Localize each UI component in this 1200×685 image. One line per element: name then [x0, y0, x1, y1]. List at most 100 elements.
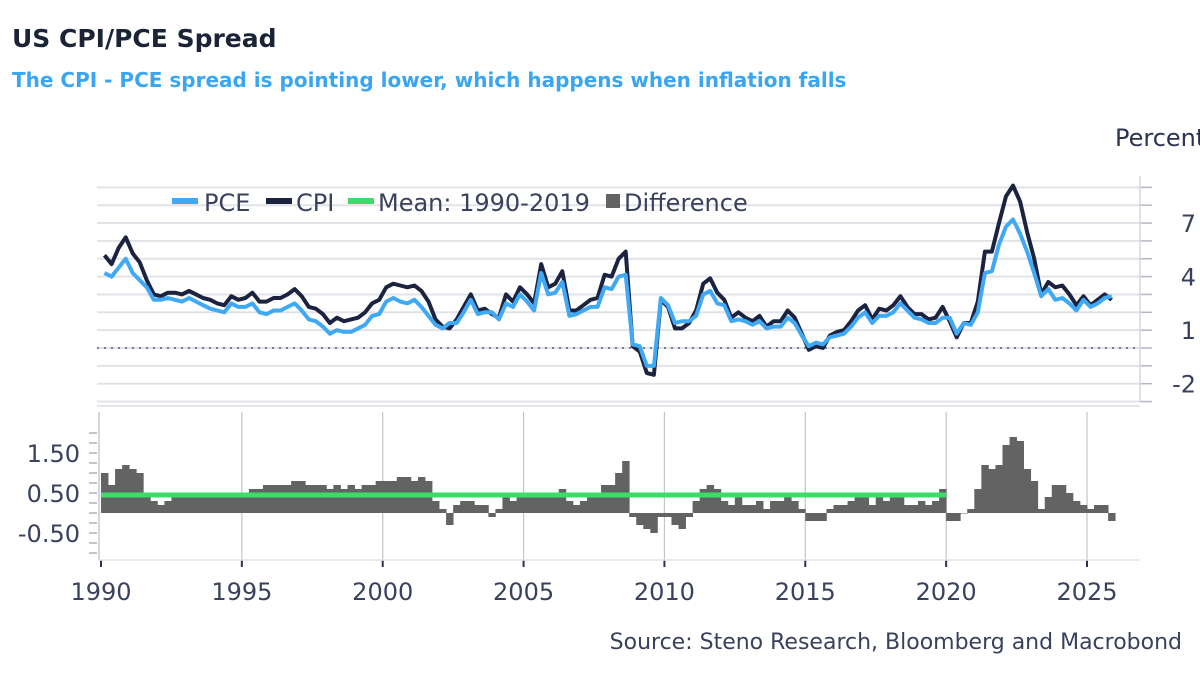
y-tick-label: -0.50 [18, 520, 80, 548]
legend-swatch-pce [172, 198, 198, 204]
difference-bar [1009, 437, 1017, 513]
difference-bar [586, 497, 595, 513]
difference-bar [439, 509, 447, 513]
difference-bar [467, 501, 475, 513]
difference-bar [960, 513, 968, 514]
difference-bar [629, 513, 637, 517]
difference-bar [171, 497, 179, 513]
difference-bar [594, 493, 602, 513]
difference-bar [305, 485, 313, 513]
difference-bar [227, 497, 236, 513]
y-tick-label: 4 [1181, 264, 1196, 292]
difference-bar [903, 505, 912, 513]
x-tick-label: 1990 [70, 578, 131, 606]
difference-bar [1108, 513, 1116, 521]
difference-bar [608, 485, 616, 513]
difference-bar [488, 513, 496, 517]
difference-bar [601, 485, 609, 513]
legend-swatch-difference [606, 194, 620, 208]
difference-bar [509, 501, 517, 513]
difference-bar [643, 513, 651, 529]
difference-bar [122, 465, 130, 513]
difference-bar [678, 513, 686, 529]
legend-swatch-mean [348, 198, 374, 204]
legend: PCE CPI Mean: 1990-2019 Difference [172, 189, 748, 217]
difference-bar [277, 485, 285, 513]
difference-bar [741, 505, 750, 513]
difference-bar [1030, 481, 1039, 513]
difference-bar [474, 505, 482, 513]
y-tick-label: 7 [1181, 210, 1196, 238]
difference-bar [861, 497, 870, 513]
x-tick-label: 1995 [211, 578, 272, 606]
difference-bar [347, 485, 355, 513]
difference-bar [706, 485, 715, 513]
legend-label-pce: PCE [204, 189, 250, 217]
difference-bar [988, 469, 996, 513]
difference-bar [981, 465, 989, 513]
difference-bar [770, 501, 778, 513]
difference-bar [734, 497, 743, 513]
y-tick-label: 1.50 [27, 440, 80, 468]
difference-bar [453, 505, 461, 513]
difference-bar [650, 513, 658, 533]
x-tick-label: 2000 [352, 578, 413, 606]
difference-bar [1016, 441, 1025, 513]
difference-bar [1044, 497, 1053, 513]
difference-bar [178, 497, 186, 513]
difference-bar [460, 501, 468, 513]
difference-bar [812, 513, 820, 521]
difference-bar [875, 497, 884, 513]
difference-bar [115, 469, 123, 513]
difference-bar [164, 501, 172, 513]
x-tick-label: 2025 [1056, 578, 1117, 606]
chart-title: US CPI/PCE Spread [12, 24, 277, 53]
chart-subtitle: The CPI - PCE spread is pointing lower, … [12, 68, 847, 92]
x-tick-label: 2015 [775, 578, 836, 606]
difference-bar [805, 513, 813, 521]
difference-bar [446, 513, 454, 525]
difference-bar [925, 505, 933, 513]
difference-bar [333, 485, 341, 513]
difference-bar [664, 513, 672, 517]
difference-bar [241, 493, 250, 513]
y-axis-unit-label: Percent [1115, 124, 1200, 152]
difference-bar [1037, 509, 1046, 513]
difference-bar [784, 497, 792, 513]
pce-line [103, 217, 1113, 368]
difference-bar [537, 493, 546, 513]
difference-bar [692, 501, 701, 513]
difference-bar [206, 493, 215, 513]
legend-label-mean: Mean: 1990-2019 [378, 189, 590, 217]
difference-bar [368, 485, 377, 513]
difference-bar [777, 501, 785, 513]
difference-bar [1002, 445, 1010, 513]
difference-bar [340, 489, 348, 513]
difference-bar [579, 501, 588, 513]
difference-bar [354, 489, 362, 513]
difference-bar [361, 485, 370, 513]
difference-bar [192, 497, 200, 513]
legend-label-cpi: CPI [296, 189, 334, 217]
difference-bar [108, 485, 116, 513]
difference-bars [101, 437, 1116, 533]
difference-bar [248, 489, 257, 513]
difference-bar [699, 489, 708, 513]
difference-bar [720, 501, 729, 513]
difference-bar [727, 505, 736, 513]
difference-bar [974, 489, 982, 513]
difference-bar [882, 501, 891, 513]
difference-bar [551, 493, 560, 513]
difference-bar [129, 469, 137, 513]
legend-label-difference: Difference [624, 189, 748, 217]
inflation-lines [102, 183, 1113, 377]
legend-swatch-cpi [266, 198, 292, 204]
x-tick-label: 2020 [916, 578, 977, 606]
difference-bar [854, 497, 863, 513]
difference-bar [713, 489, 722, 513]
difference-bar [213, 497, 222, 513]
difference-bar [889, 497, 898, 513]
difference-bar [1058, 485, 1067, 513]
x-tick-label: 2005 [493, 578, 554, 606]
difference-bar [572, 505, 581, 513]
